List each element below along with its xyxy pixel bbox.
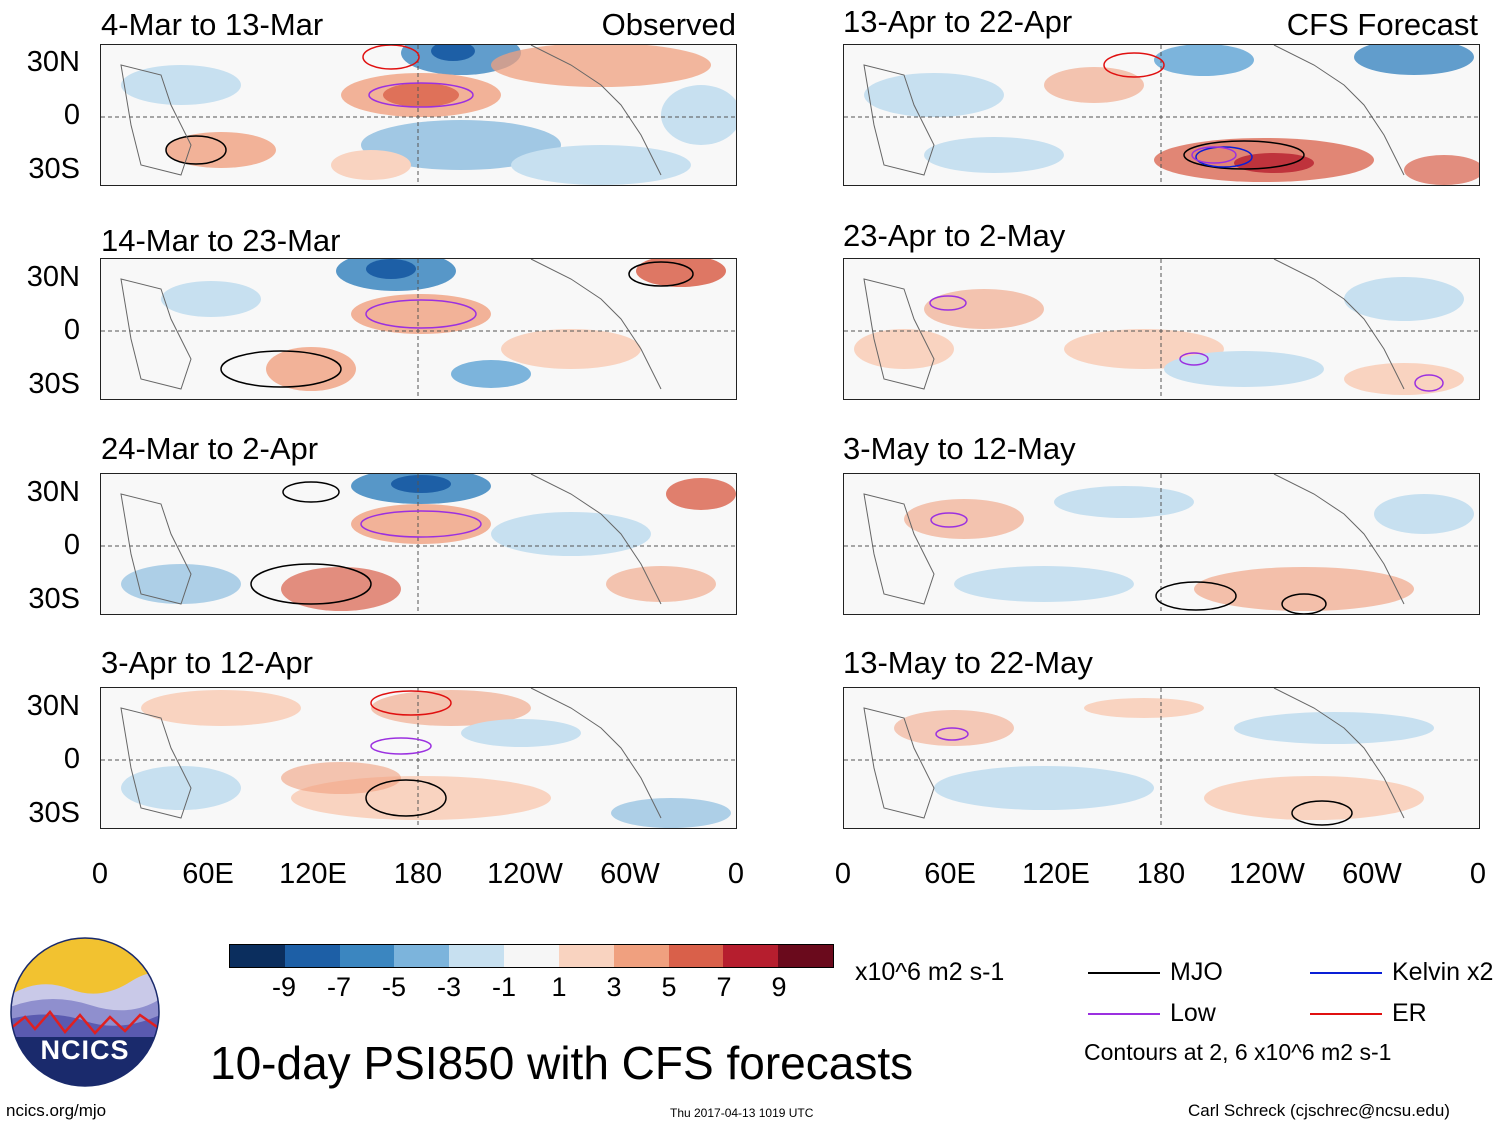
colorbar-label: -1 [491, 972, 516, 1002]
lat-label-30n: 30N [26, 261, 80, 293]
footer-url[interactable]: ncics.org/mjo [6, 1101, 107, 1120]
colorbar-swatch [778, 945, 833, 967]
colorbar-label: -5 [381, 972, 406, 1002]
map-canvas [101, 688, 736, 828]
map-canvas [101, 45, 736, 185]
map-canvas [844, 474, 1479, 614]
colorbar-label: 5 [661, 972, 677, 1002]
legend-line-kelvin [1310, 972, 1382, 974]
lon-label: 120E [1022, 858, 1090, 890]
lat-label-eq: 0 [63, 99, 80, 131]
map-panel-observed-4 [100, 687, 737, 829]
footer-timestamp: Thu 2017-04-13 1019 UTC [670, 1106, 814, 1120]
ncics-logo-icon [10, 937, 160, 1087]
lat-label-eq: 0 [63, 743, 80, 775]
panel-title: 23-Apr to 2-May [843, 218, 1066, 253]
legend-label-er: ER [1392, 999, 1427, 1027]
forecast-label: CFS Forecast [1286, 7, 1478, 42]
panel-title: 24-Mar to 2-Apr [101, 431, 319, 466]
colorbar-units: x10^6 m2 s-1 [855, 958, 1005, 986]
legend-line-er [1310, 1013, 1382, 1015]
colorbar-swatch [394, 945, 450, 967]
map-canvas [844, 45, 1479, 185]
lon-label: 180 [1136, 858, 1186, 890]
map-panel-observed-3 [100, 473, 737, 615]
map-panel-forecast-3 [843, 473, 1480, 615]
contours-note: Contours at 2, 6 x10^6 m2 s-1 [1084, 1039, 1392, 1065]
panel-title: 3-Apr to 12-Apr [101, 645, 313, 680]
lat-label-30s: 30S [28, 153, 80, 185]
lat-label-30s: 30S [28, 797, 80, 829]
legend-label-kelvin: Kelvin x2 [1392, 958, 1494, 986]
logo-text: NCICS [40, 1035, 130, 1065]
colorbar-label: -7 [326, 972, 351, 1002]
lon-label: 120E [279, 858, 347, 890]
ncics-logo[interactable]: NCICS [10, 937, 160, 1087]
lon-label: 180 [393, 858, 443, 890]
map-canvas [101, 474, 736, 614]
map-canvas [101, 259, 736, 399]
lat-label-30s: 30S [28, 368, 80, 400]
lat-label-30n: 30N [26, 690, 80, 722]
colorbar-swatch [613, 945, 669, 967]
panel-title: 13-Apr to 22-Apr [843, 4, 1073, 39]
footer-author: Carl Schreck (cjschrec@ncsu.edu) [1188, 1101, 1450, 1120]
lat-label-30n: 30N [26, 46, 80, 78]
legend-line-mjo [1088, 972, 1160, 974]
lon-label: 60W [1342, 858, 1402, 890]
colorbar-swatch [339, 945, 395, 967]
lon-label: 0 [1469, 858, 1487, 890]
lon-label: 120W [487, 858, 563, 890]
lat-label-30n: 30N [26, 476, 80, 508]
map-canvas [844, 259, 1479, 399]
lon-label: 60E [924, 858, 976, 890]
colorbar-swatch [504, 945, 559, 967]
colorbar-label: 3 [606, 972, 622, 1002]
lon-label: 0 [91, 858, 109, 890]
lat-label-30s: 30S [28, 583, 80, 615]
colorbar-swatch [668, 945, 724, 967]
colorbar-label: -3 [436, 972, 461, 1002]
colorbar-swatch [449, 945, 505, 967]
map-panel-forecast-4 [843, 687, 1480, 829]
colorbar-swatch [284, 945, 340, 967]
colorbar-swatch [230, 945, 285, 967]
observed-label: Observed [601, 7, 736, 42]
colorbar [229, 944, 834, 968]
panel-title: 4-Mar to 13-Mar [101, 7, 324, 42]
colorbar-label: 7 [716, 972, 732, 1002]
legend-line-low [1088, 1013, 1160, 1015]
legend-label-low: Low [1170, 999, 1216, 1027]
map-panel-observed-1 [100, 44, 737, 186]
main-title: 10-day PSI850 with CFS forecasts [210, 1037, 914, 1089]
legend-label-mjo: MJO [1170, 958, 1223, 986]
lat-label-eq: 0 [63, 529, 80, 561]
lat-label-eq: 0 [63, 314, 80, 346]
panel-title: 14-Mar to 23-Mar [101, 223, 341, 258]
map-panel-observed-2 [100, 258, 737, 400]
lon-label: 60E [182, 858, 234, 890]
lon-label: 0 [727, 858, 745, 890]
lon-label: 120W [1229, 858, 1305, 890]
colorbar-label: 1 [551, 972, 567, 1002]
colorbar-swatch [723, 945, 779, 967]
panel-title: 13-May to 22-May [843, 645, 1093, 680]
colorbar-label: 9 [771, 972, 787, 1002]
map-panel-forecast-1 [843, 44, 1480, 186]
map-panel-forecast-2 [843, 258, 1480, 400]
lon-label: 60W [600, 858, 660, 890]
colorbar-label: -9 [271, 972, 296, 1002]
panel-title: 3-May to 12-May [843, 431, 1076, 466]
colorbar-swatch [558, 945, 614, 967]
map-canvas [844, 688, 1479, 828]
lon-label: 0 [834, 858, 852, 890]
